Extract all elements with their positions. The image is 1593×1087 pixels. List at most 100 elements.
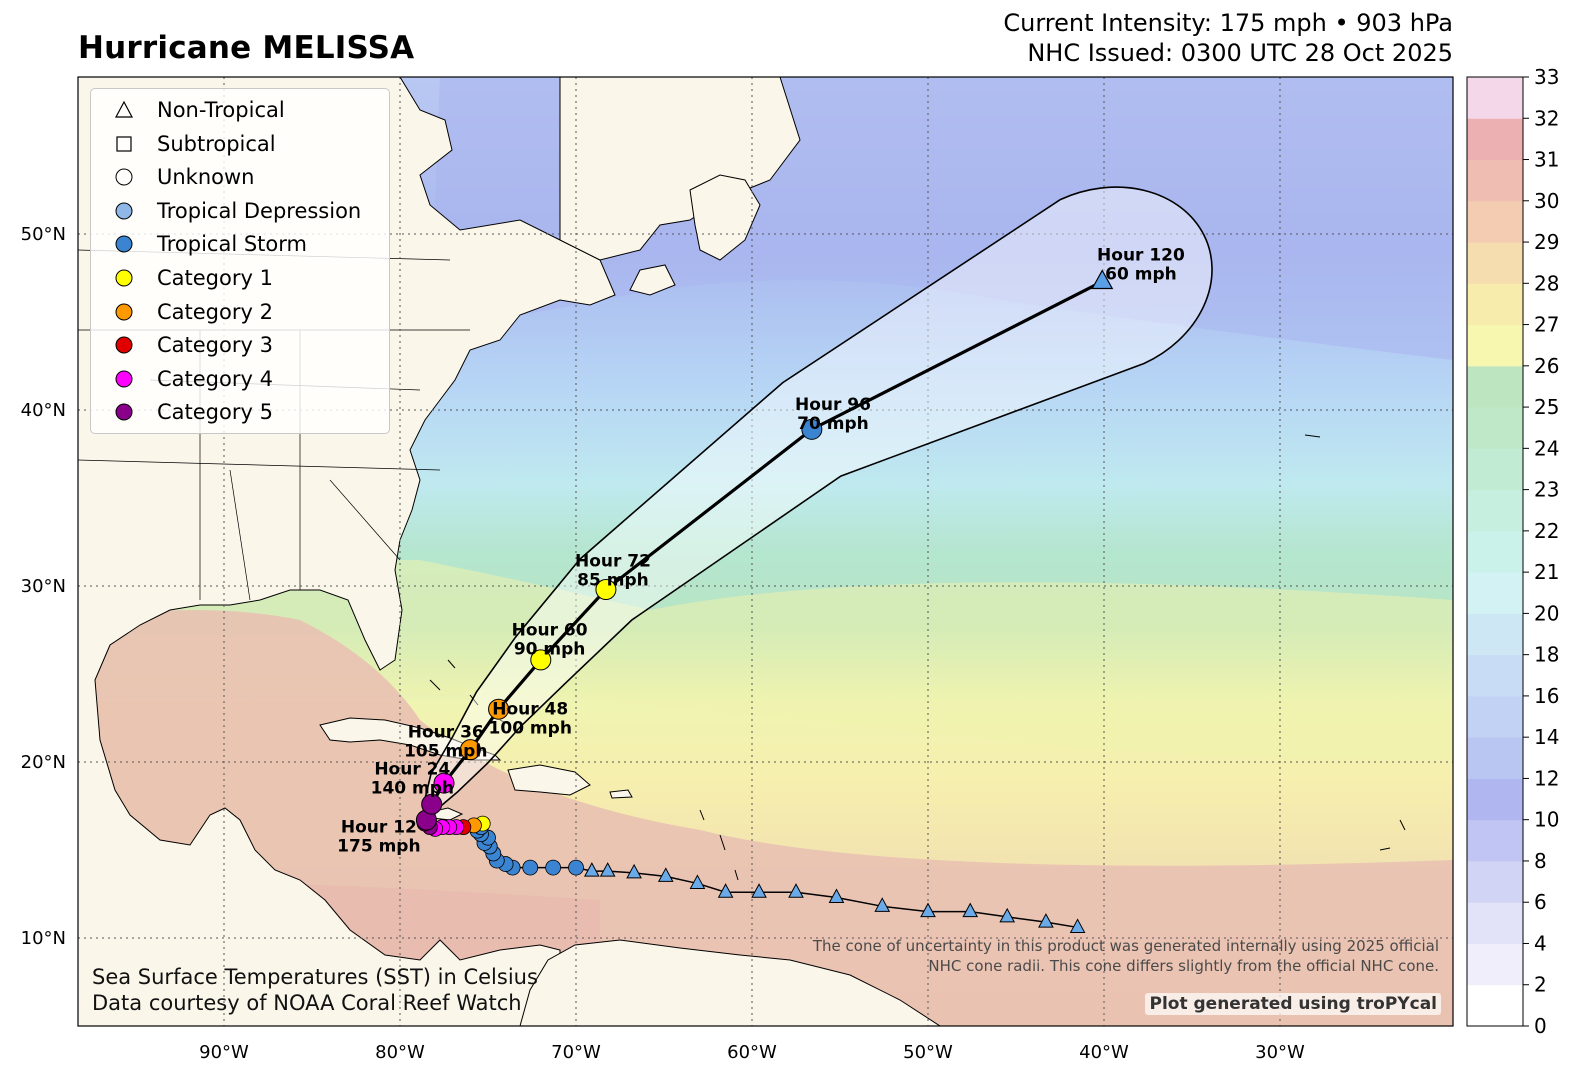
cone-note-line2: NHC cone radii. This cone differs slight… [928, 957, 1439, 975]
forecast-point-non-tropical [1091, 269, 1114, 290]
colorbar-tick-label: 33 [1534, 65, 1559, 89]
track-point-non-tropical [999, 907, 1016, 923]
track-point-non-tropical [751, 883, 767, 898]
track-point-non-tropical [584, 862, 600, 877]
lat-label: 20°N [21, 752, 66, 773]
colorbar-bin [1467, 530, 1523, 573]
legend-item: Category 5 [91, 395, 273, 429]
legend-symbol-icon [91, 233, 157, 255]
track-point-non-tropical [1038, 913, 1054, 928]
lon-label: 90°W [199, 1042, 249, 1063]
track-point-non-tropical [599, 862, 616, 877]
colorbar-tick-label: 26 [1534, 354, 1559, 378]
legend-item: Subtropical [91, 127, 276, 161]
colorbar-tick-label: 8 [1534, 849, 1547, 873]
legend-label: Category 5 [157, 400, 273, 425]
colorbar-tick-label: 22 [1534, 519, 1559, 543]
colorbar-tick-label: 20 [1534, 601, 1559, 625]
colorbar-bin [1467, 860, 1523, 903]
sst-colorbar: 0246810121416182021222324252627282930313… [1466, 65, 1559, 1038]
legend-label: Tropical Storm [157, 232, 307, 257]
forecast-point [433, 772, 455, 794]
forecast-wind-label: 175 mph [337, 836, 420, 856]
legend-item: Category 2 [91, 295, 273, 329]
map-frame [77, 76, 1454, 1027]
cone-note: The cone of uncertainty in this product … [813, 936, 1439, 976]
colorbar-bin [1467, 984, 1523, 1027]
hispaniola-land [507, 764, 591, 796]
cone-of-uncertainty [421, 186, 1213, 823]
lon-label: 50°W [903, 1042, 953, 1063]
storm-meta: Current Intensity: 175 mph • 903 hPa NHC… [1003, 8, 1453, 68]
track-point [545, 859, 562, 876]
forecast-point [530, 649, 552, 671]
track-point [522, 859, 539, 876]
colorbar-tick-label: 25 [1534, 395, 1559, 419]
lon-label: 70°W [551, 1042, 601, 1063]
track-point-non-tropical [920, 902, 936, 918]
forecast-hour-label: Hour 12 [341, 817, 417, 837]
colorbar-bin [1467, 778, 1523, 821]
forecast-hour-label: Hour 120 [1097, 245, 1185, 265]
colorbar-tick-label: 16 [1534, 684, 1559, 708]
nova-scotia-land [629, 264, 676, 296]
canada-east-land [559, 77, 801, 261]
lon-label: 30°W [1255, 1042, 1305, 1063]
colorbar-bin [1467, 613, 1523, 656]
legend-label: Category 1 [157, 266, 273, 290]
legend-item: Tropical Depression [91, 194, 361, 228]
colorbar-bin [1467, 654, 1523, 697]
legend-symbol-icon [91, 301, 157, 323]
colorbar-bin [1467, 737, 1523, 779]
legend-symbol-icon [91, 166, 157, 188]
legend-symbol-icon [91, 133, 157, 155]
track-point-non-tropical [962, 902, 979, 918]
lon-label: 60°W [727, 1042, 777, 1063]
legend-item: Tropical Storm [91, 227, 307, 261]
legend-symbol-icon [91, 267, 157, 289]
colorbar-bin [1467, 448, 1523, 491]
chart-title: Hurricane MELISSA [78, 30, 415, 66]
forecast-hour-label: Hour 72 [575, 552, 651, 572]
legend-item: Unknown [91, 160, 254, 194]
source-line2: Data courtesy of NOAA Coral Reef Watch [92, 991, 522, 1015]
forecast-hour-label: Hour 48 [492, 699, 568, 719]
colorbar-bin [1467, 200, 1523, 243]
legend-label: Tropical Depression [157, 198, 362, 223]
sst-subtropics [78, 560, 1453, 760]
track-point-non-tropical [689, 874, 706, 889]
forecast-track-points [415, 269, 1114, 831]
colorbar-tick-label: 14 [1534, 725, 1559, 749]
legend-label: Non-Tropical [157, 98, 285, 122]
forecast-wind-label: 90 mph [514, 639, 586, 659]
colorbar-bin [1467, 902, 1523, 944]
forecast-wind-label: 140 mph [371, 778, 454, 798]
colorbar-bin [1467, 572, 1523, 614]
colorbar-tick-label: 28 [1534, 271, 1559, 295]
legend-item: Category 1 [91, 261, 273, 295]
track-point-non-tropical [788, 883, 804, 898]
colorbar-bin [1467, 819, 1523, 862]
legend-symbol-icon [91, 368, 157, 390]
lat-label: 10°N [21, 928, 66, 949]
colorbar-bin [1467, 242, 1523, 284]
axis-labels: 90°W 80°W 70°W 60°W 50°W 40°W 30°W 10°N 20°N 30°N… [21, 224, 1305, 1063]
legend-symbol-icon [91, 200, 157, 222]
forecast-hour-label: Hour 24 [374, 759, 450, 779]
forecast-point [801, 418, 823, 440]
track-point [568, 859, 584, 876]
colorbar-tick-label: 6 [1534, 890, 1547, 914]
cone-note-line1: The cone of uncertainty in this product … [812, 937, 1439, 955]
colorbar-tick-label: 4 [1534, 931, 1547, 955]
source-line1: Sea Surface Temperatures (SST) in Celsiu… [92, 965, 538, 989]
colorbar-bin [1467, 159, 1523, 202]
forecast-wind-label: 70 mph [797, 414, 869, 434]
forecast-wind-label: 105 mph [404, 741, 487, 761]
small-islands [429, 434, 1406, 881]
colorbar-tick-label: 29 [1534, 230, 1559, 254]
colorbar-tick-label: 18 [1534, 643, 1559, 667]
colorbar-bin [1467, 283, 1523, 326]
forecast-point [459, 739, 481, 761]
sst-source: Sea Surface Temperatures (SST) in Celsiu… [92, 964, 538, 1016]
